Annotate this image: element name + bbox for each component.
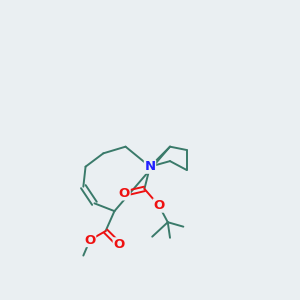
Text: O: O [119,187,130,200]
Text: O: O [153,199,164,212]
Text: O: O [84,233,96,247]
Text: N: N [144,160,156,173]
Text: O: O [113,238,124,251]
